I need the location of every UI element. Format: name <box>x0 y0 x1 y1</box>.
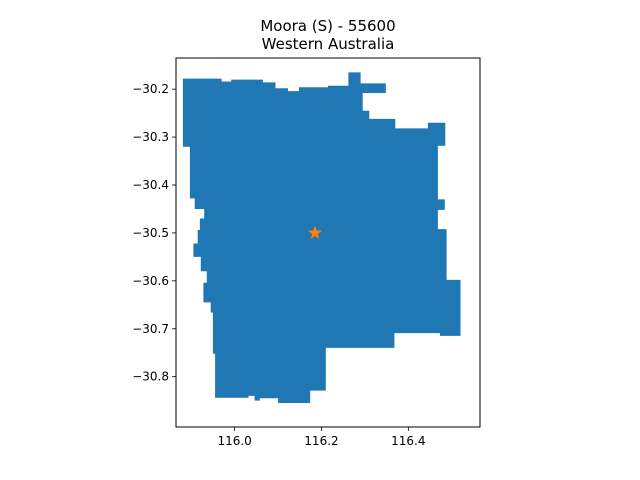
region-boundary <box>182 72 461 404</box>
y-tick-label: −30.8 <box>132 370 169 384</box>
y-tick-label: −30.2 <box>132 82 169 96</box>
y-tick-label: −30.5 <box>132 226 169 240</box>
x-tick-label: 116.4 <box>391 434 425 448</box>
axes-frame <box>175 57 481 428</box>
plot-area <box>182 72 461 404</box>
x-tick-label: 116.0 <box>217 434 251 448</box>
x-tick-label: 116.2 <box>304 434 338 448</box>
y-tick-label: −30.3 <box>132 130 169 144</box>
location-star-marker <box>307 225 323 239</box>
y-tick-label: −30.6 <box>132 274 169 288</box>
chart-title-line-1: Moora (S) - 55600 <box>260 17 395 35</box>
y-tick-label: −30.4 <box>132 178 169 192</box>
y-axis: −30.2 −30.3 −30.4 −30.5 −30.6 −30.7 −30.8 <box>132 82 176 384</box>
x-axis: 116.0 116.2 116.4 <box>217 427 426 448</box>
y-tick-label: −30.7 <box>132 322 169 336</box>
chart-title-line-2: Western Australia <box>262 35 395 53</box>
